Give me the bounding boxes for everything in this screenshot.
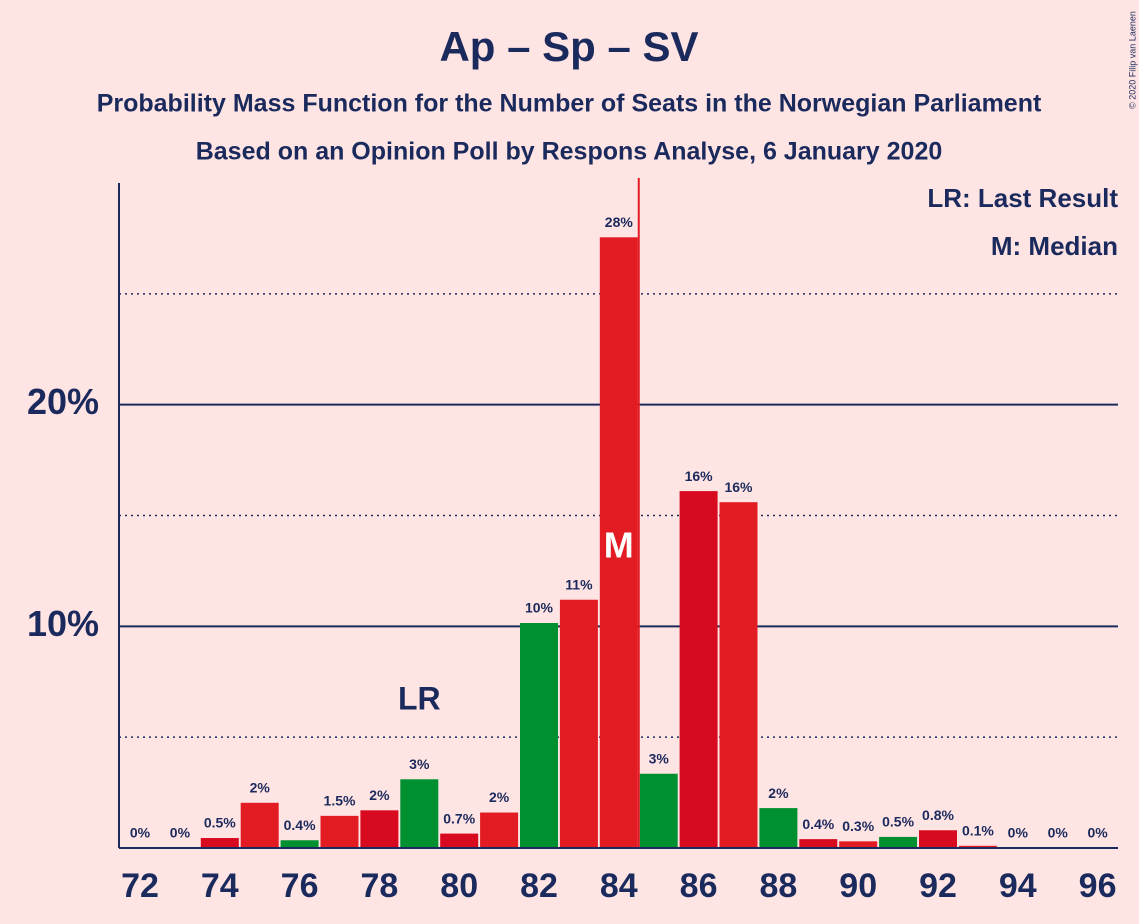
bar <box>719 502 758 848</box>
value-label: 2% <box>250 779 271 795</box>
value-label: 10% <box>525 600 554 616</box>
bar <box>240 802 279 848</box>
bar <box>400 779 439 848</box>
value-label: 0.7% <box>443 810 475 826</box>
value-label: 16% <box>685 468 714 484</box>
y-tick-label: 10% <box>27 603 99 644</box>
x-tick-label: 86 <box>680 867 718 905</box>
legend-entry: M: Median <box>991 231 1118 261</box>
bar <box>360 810 399 848</box>
bar <box>839 841 878 848</box>
value-label: 0.5% <box>882 814 914 830</box>
x-tick-label: 92 <box>919 867 957 905</box>
bar <box>280 840 319 848</box>
legend-entry: LR: Last Result <box>927 183 1118 213</box>
bar <box>440 833 479 848</box>
value-label: 16% <box>724 479 753 495</box>
x-tick-label: 90 <box>839 867 877 905</box>
last-result-label: LR <box>398 681 441 717</box>
x-tick-label: 96 <box>1079 867 1117 905</box>
x-tick-label: 74 <box>201 867 239 905</box>
value-label: 0.3% <box>842 818 874 834</box>
value-label: 2% <box>768 785 789 801</box>
bar <box>559 599 598 848</box>
bar <box>679 491 718 848</box>
value-label: 2% <box>369 787 390 803</box>
value-label: 28% <box>605 214 634 230</box>
value-label: 0.4% <box>284 817 316 833</box>
bar <box>200 838 239 848</box>
value-label: 2% <box>489 789 510 805</box>
x-tick-label: 88 <box>759 867 797 905</box>
value-label: 0.8% <box>922 807 954 823</box>
x-tick-label: 80 <box>440 867 478 905</box>
bar <box>480 812 519 848</box>
chart-title: Ap – Sp – SV <box>439 23 698 70</box>
bar <box>958 845 997 848</box>
value-label: 0.5% <box>204 815 236 831</box>
bar <box>879 836 918 848</box>
bar <box>759 808 798 848</box>
value-label: 11% <box>565 576 593 592</box>
x-tick-label: 78 <box>360 867 398 905</box>
bar <box>919 830 957 848</box>
chart-subtitle: Based on an Opinion Poll by Respons Anal… <box>196 138 943 166</box>
chart-subtitle: Probability Mass Function for the Number… <box>97 90 1042 118</box>
value-label: 3% <box>409 756 430 772</box>
value-label: 0% <box>1087 825 1108 841</box>
x-tick-label: 82 <box>520 867 558 905</box>
y-tick-label: 20% <box>27 381 99 422</box>
copyright: © 2020 Filip van Laenen <box>1127 11 1137 109</box>
x-tick-label: 76 <box>281 867 319 905</box>
value-label: 0% <box>1048 825 1069 841</box>
bar <box>520 623 558 848</box>
value-label: 0% <box>1008 825 1029 841</box>
bar <box>639 773 678 848</box>
bar <box>799 839 838 848</box>
x-tick-label: 84 <box>600 867 638 905</box>
value-label: 0.4% <box>802 816 834 832</box>
median-label: M <box>604 525 634 566</box>
value-label: 0% <box>170 825 191 841</box>
value-label: 0.1% <box>962 822 994 838</box>
bar <box>599 237 638 848</box>
value-label: 3% <box>649 750 670 766</box>
x-tick-label: 94 <box>999 867 1037 905</box>
value-label: 0% <box>130 825 151 841</box>
bar <box>320 815 359 848</box>
value-label: 1.5% <box>324 793 356 809</box>
x-tick-label: 72 <box>121 867 159 905</box>
